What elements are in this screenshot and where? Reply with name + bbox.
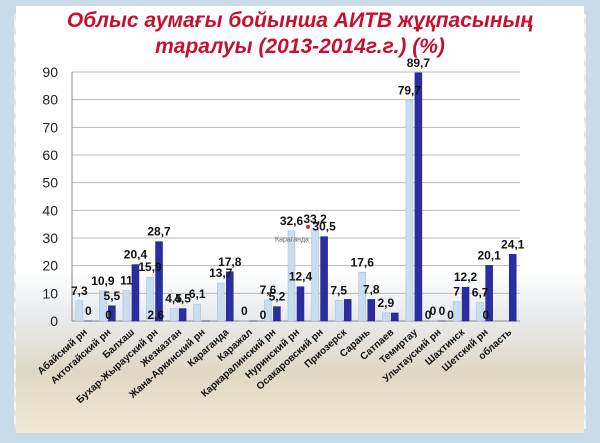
y-tick-label: 20 [42, 258, 58, 274]
data-label: 79,7 [398, 83, 422, 97]
data-label: 4,5 [174, 292, 191, 306]
bar [461, 286, 470, 322]
data-label: 7,5 [330, 283, 347, 297]
data-label: 0 [430, 304, 437, 318]
data-label: 0 [241, 304, 248, 318]
y-tick-label: 70 [42, 119, 58, 135]
data-label: 17,6 [351, 255, 375, 269]
data-label-extra: 2,6 [147, 308, 164, 322]
data-label: 4,5 [165, 292, 182, 306]
bar [169, 308, 178, 322]
data-label-extra: 0 [260, 308, 267, 322]
data-label: 6,7 [472, 285, 489, 299]
bar [131, 264, 140, 322]
bar [75, 300, 84, 322]
bar [178, 308, 187, 322]
bar [452, 301, 461, 322]
bar [334, 300, 343, 322]
data-label: 33,2 [303, 212, 327, 226]
bar [287, 230, 296, 322]
y-tick-label: 0 [50, 313, 58, 329]
bar [217, 282, 225, 322]
data-label: 24,1 [501, 237, 525, 251]
y-tick-label: 10 [42, 285, 58, 301]
data-label-extra: 0 [447, 308, 454, 322]
data-label-extra: 0 [105, 308, 112, 322]
bar [508, 254, 517, 322]
data-label: 7 [453, 285, 460, 299]
bar [311, 228, 319, 322]
data-label: 89,7 [407, 56, 431, 70]
bar [367, 299, 375, 322]
data-label: 0 [439, 304, 446, 318]
data-label: 20,4 [124, 248, 148, 262]
data-label: 28,7 [147, 225, 171, 239]
bar [405, 100, 414, 322]
bar [264, 299, 272, 322]
bar [320, 236, 328, 322]
data-label: 7,6 [260, 283, 277, 297]
y-tick-label: 30 [42, 230, 58, 246]
chart-title: Облыс аумағы бойынша АИТВ жұқпасының тар… [16, 8, 584, 60]
bar [382, 312, 390, 322]
y-tick-label: 40 [42, 202, 58, 218]
data-label: 17,8 [218, 255, 242, 269]
chart-title-line-2: таралуы (2013-2014г.г.) (%) [155, 35, 445, 58]
data-label: 13,7 [209, 266, 233, 280]
data-label: 6,1 [189, 287, 206, 301]
y-tick-label: 60 [42, 147, 58, 163]
data-label-extra: 0 [425, 308, 432, 322]
bar [193, 303, 201, 322]
slide-body: Облыс аумағы бойынша АИТВ жұқпасының тар… [16, 6, 584, 433]
bar [358, 272, 366, 322]
data-label: 30,5 [312, 220, 336, 234]
data-label: 12,4 [289, 270, 313, 284]
bar [108, 305, 116, 322]
data-label: 7,3 [71, 284, 88, 298]
data-label: 15,9 [138, 260, 162, 274]
chart-title-line-1: Облыс аумағы бойынша АИТВ жұқпасының [66, 9, 534, 32]
data-label: 20,1 [477, 248, 501, 262]
data-label: 5,5 [104, 289, 121, 303]
y-tick-label: 50 [42, 175, 58, 191]
data-label: 5,2 [269, 290, 286, 304]
annotation-text: Караганда [275, 237, 309, 244]
data-label: 32,6 [280, 214, 304, 228]
data-label: 2,9 [377, 296, 394, 310]
data-label: 12,2 [454, 270, 478, 284]
data-label: 11 [120, 274, 133, 288]
bar [485, 265, 493, 322]
bar [155, 241, 163, 322]
bar [122, 290, 131, 322]
data-label: 10,9 [91, 274, 115, 288]
bar [99, 290, 107, 322]
y-tick-label: 80 [42, 92, 58, 108]
annotation-dot [306, 224, 310, 229]
data-label-extra: 0 [482, 308, 489, 322]
bar [146, 276, 154, 322]
bar [391, 312, 399, 322]
y-tick-label: 90 [42, 64, 58, 80]
bar [476, 302, 484, 322]
data-label: 7,8 [363, 282, 380, 296]
bar [343, 299, 352, 322]
bar [273, 306, 281, 322]
bar [226, 271, 234, 322]
bar [414, 72, 423, 322]
bar [296, 286, 305, 322]
data-label: 0 [85, 304, 92, 318]
